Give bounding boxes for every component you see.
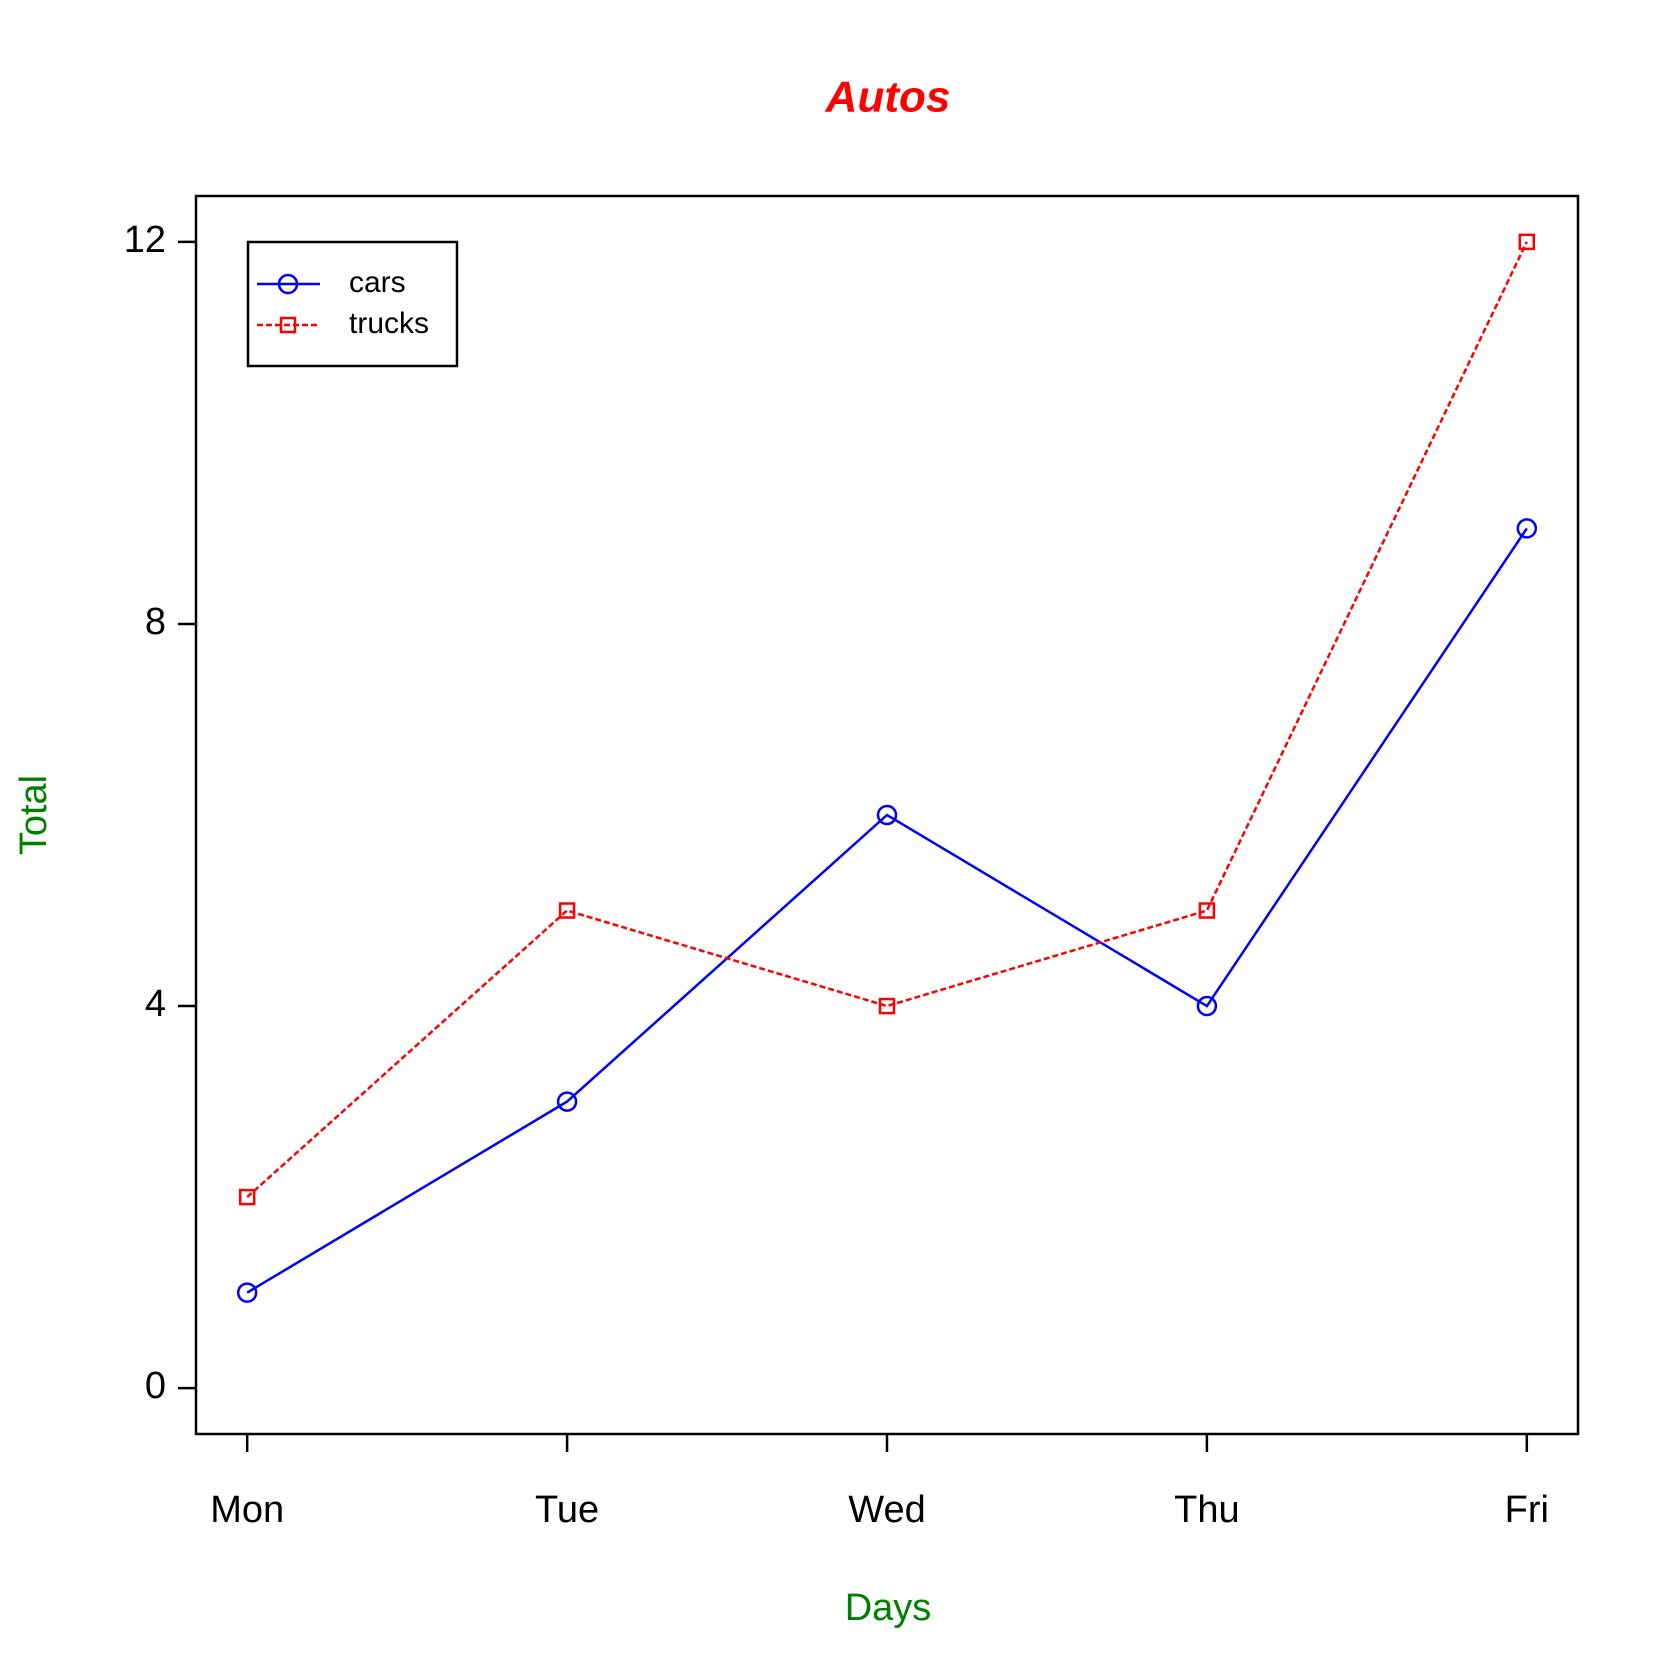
x-axis-label: Days: [845, 1587, 932, 1629]
x-tick-label: Mon: [210, 1489, 284, 1531]
x-tick-label: Thu: [1174, 1489, 1239, 1531]
y-tick-label: 8: [145, 601, 166, 643]
legend-label: trucks: [349, 307, 429, 340]
legend-box: [246, 240, 459, 368]
y-tick-label: 12: [124, 219, 166, 261]
legend-label: cars: [349, 266, 406, 299]
y-tick-label: 4: [145, 983, 166, 1025]
data-point: [1516, 518, 1538, 539]
legend-marker: [279, 316, 297, 334]
data-point: [878, 997, 896, 1015]
x-tick-label: Wed: [848, 1489, 925, 1531]
series-line: [246, 527, 1528, 1294]
y-axis-label: Total: [13, 775, 55, 855]
x-tick-label: Fri: [1505, 1489, 1549, 1531]
data-point: [558, 902, 576, 919]
x-tick-label: Tue: [535, 1489, 599, 1531]
data-point: [876, 804, 898, 826]
data-point: [1198, 902, 1216, 919]
data-point: [556, 1091, 578, 1112]
data-point: [236, 1282, 258, 1303]
chart-title: Autos: [825, 73, 951, 122]
data-point: [1518, 233, 1536, 251]
data-point: [1196, 995, 1218, 1017]
legend-marker: [277, 273, 299, 295]
series-line: [246, 241, 1528, 1199]
y-tick-label: 0: [145, 1365, 166, 1407]
data-point: [238, 1188, 256, 1206]
